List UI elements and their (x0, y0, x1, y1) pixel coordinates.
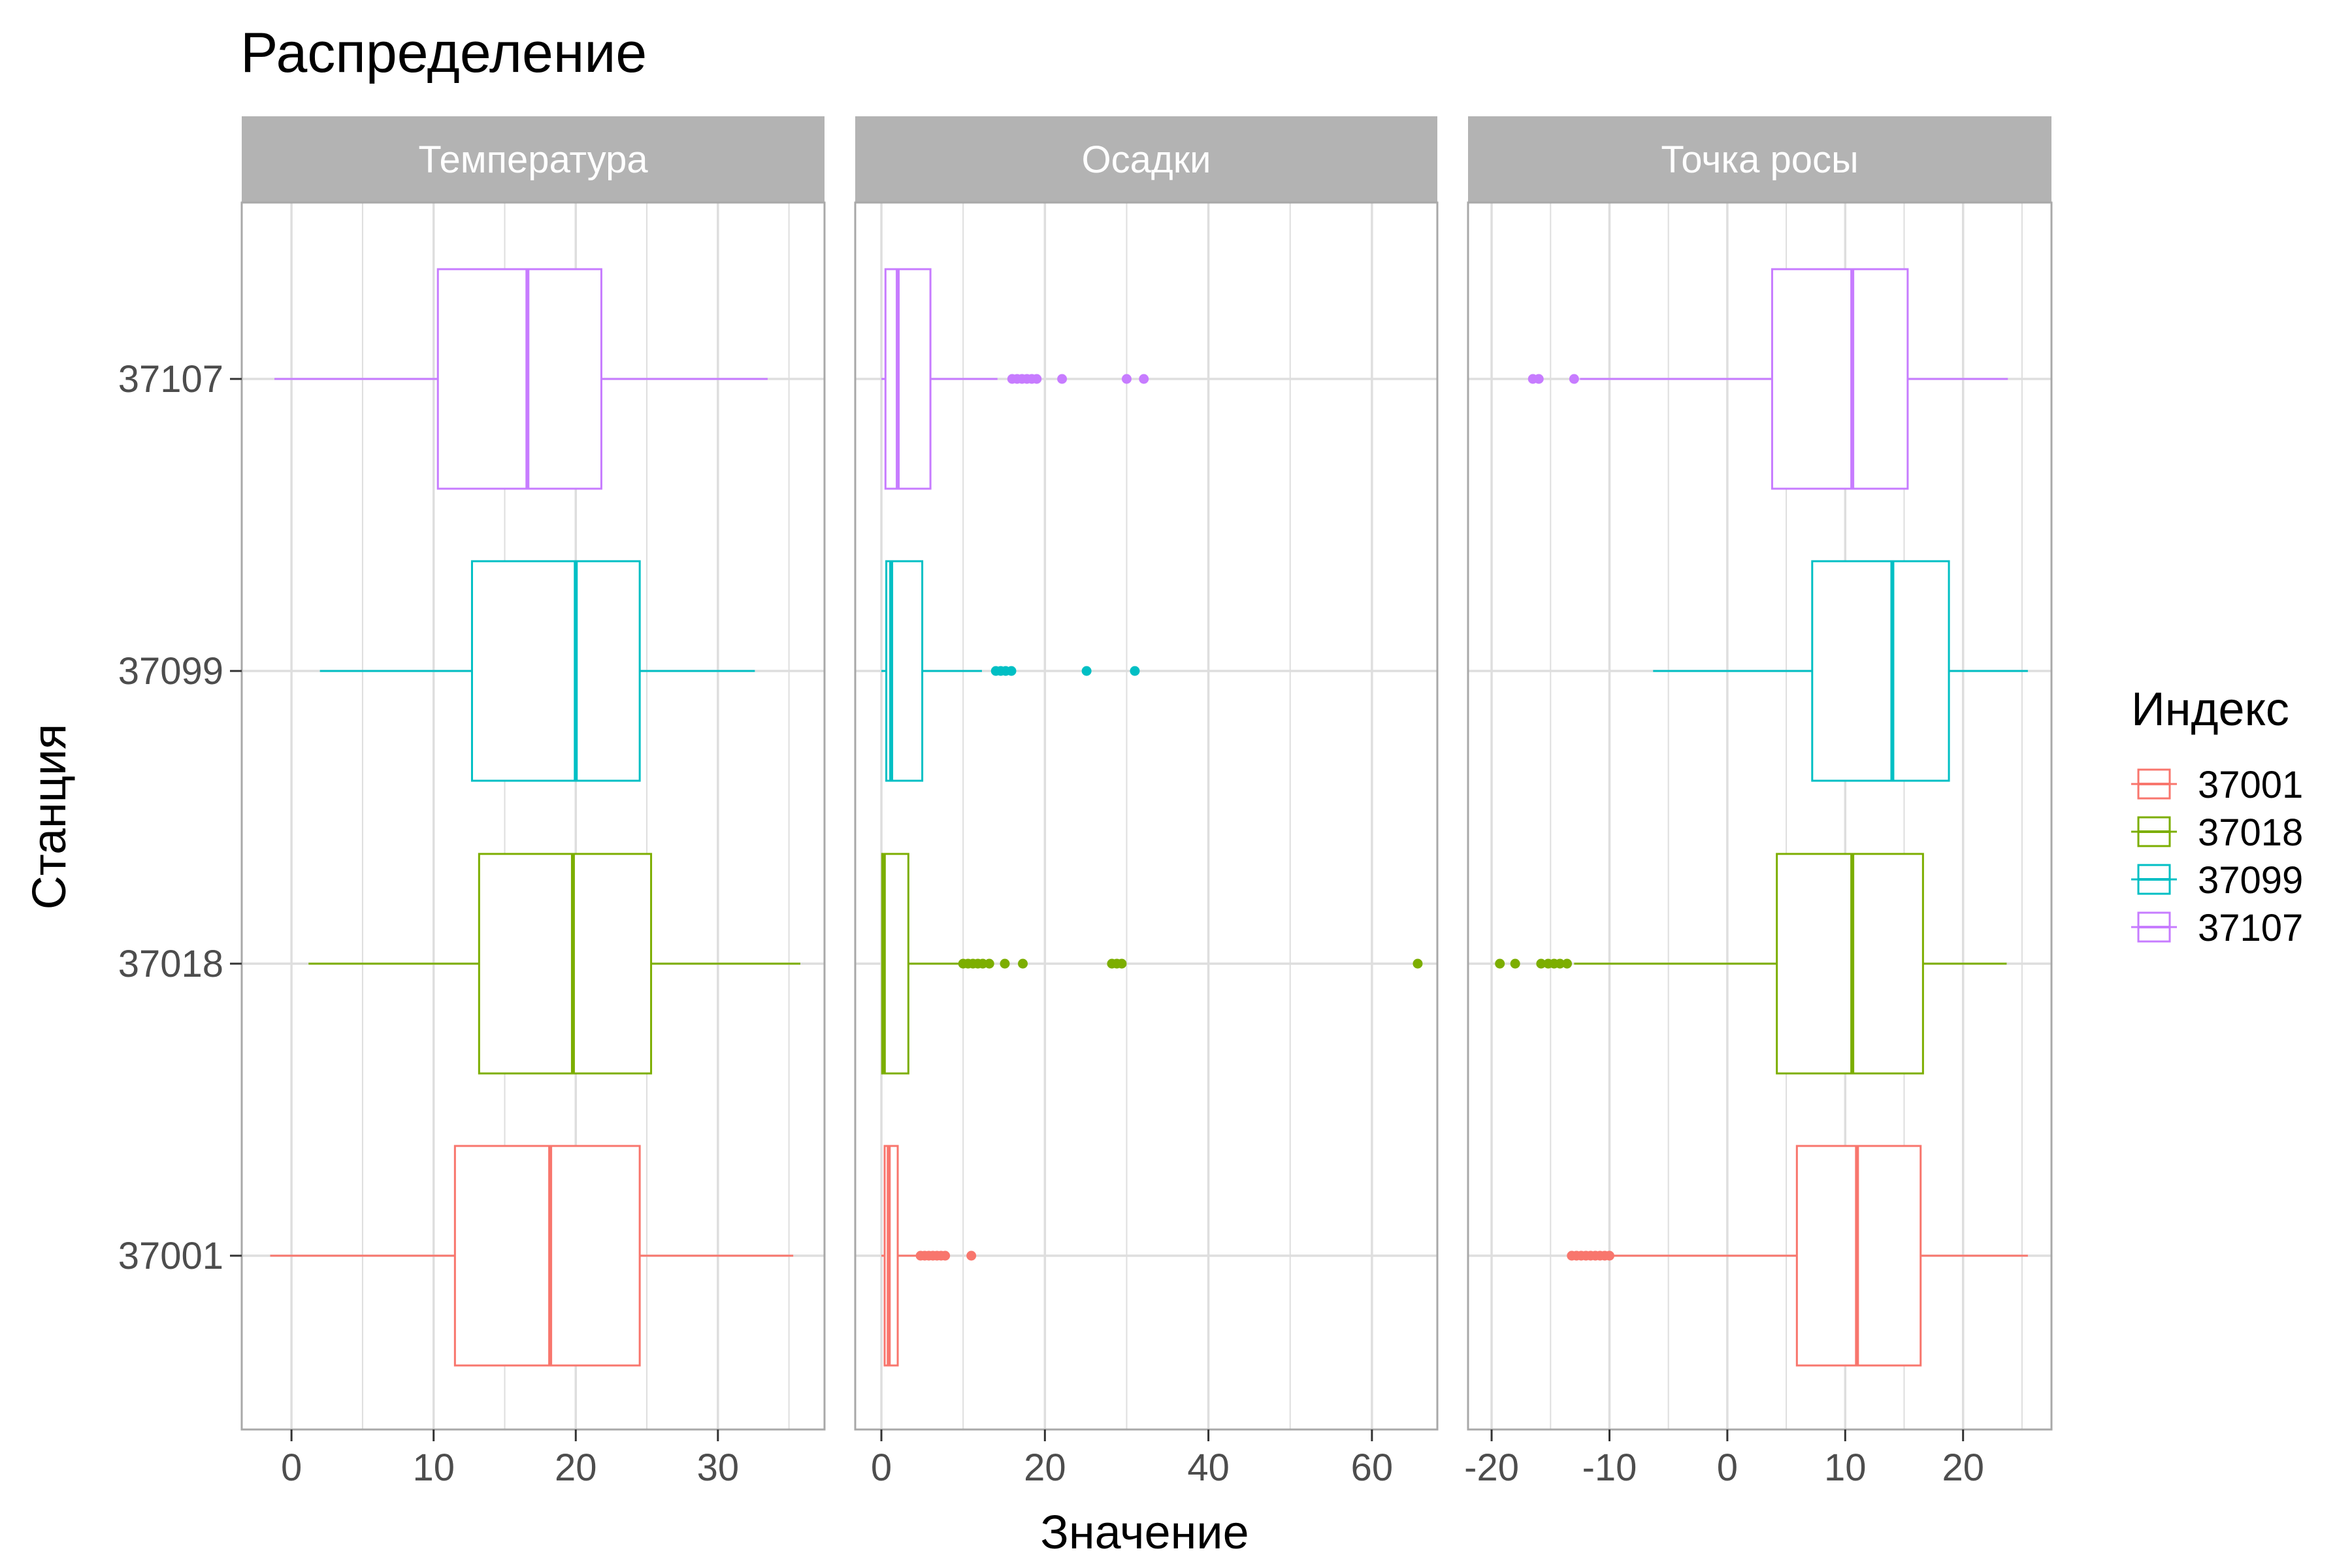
box-37001 (1567, 1145, 2028, 1367)
iqr-box (453, 1145, 641, 1367)
x-axis-title: Значение (1040, 1507, 1249, 1559)
legend-item-37001: 37001 (2131, 764, 2303, 806)
outlier-point (1121, 374, 1132, 384)
outlier-point (966, 1250, 977, 1261)
facet-panel: Температура 0 10 20 30 (240, 116, 826, 1489)
facet-strip (855, 116, 1437, 203)
y-axis: 37001 37018 37099 37107 (118, 358, 242, 1277)
facet-panel: Осадки 0 20 40 60 (854, 116, 1439, 1489)
box-37099 (881, 560, 1140, 782)
facet-strip (242, 116, 825, 203)
x-tick-label: 10 (412, 1446, 455, 1489)
legend-label: 37107 (2198, 907, 2303, 949)
x-tick-label: -20 (1464, 1446, 1519, 1489)
iqr-box (1811, 560, 1950, 782)
x-tick-label: 10 (1824, 1446, 1867, 1489)
facet-label: Осадки (1082, 139, 1211, 181)
y-tick-label: 37107 (118, 358, 223, 400)
box-37107 (881, 268, 1149, 490)
iqr-box (470, 560, 641, 782)
facet-label: Температура (418, 139, 648, 181)
outlier-point (1139, 374, 1149, 384)
legend-label: 37001 (2198, 764, 2303, 806)
chart-title: Распределение (240, 22, 647, 84)
facet-panels: Температура 0 10 20 30 Осадки 0 20 40 60 Точка рос… (240, 116, 2053, 1489)
outlier-point (1057, 374, 1068, 384)
x-tick-label: 40 (1187, 1446, 1230, 1489)
outlier-point (1536, 958, 1546, 969)
outlier-point (1000, 958, 1010, 969)
outlier-point (1130, 666, 1140, 676)
iqr-box (881, 853, 909, 1075)
facet-label: Точка росы (1661, 139, 1858, 181)
box-37001 (881, 1145, 977, 1367)
box-37107 (1527, 268, 2008, 490)
x-tick-label: 0 (281, 1446, 302, 1489)
box-37099 (1653, 560, 2028, 782)
legend-label: 37018 (2198, 811, 2303, 854)
box-37099 (319, 560, 755, 782)
panel-border (240, 201, 826, 1431)
legend-item-37099: 37099 (2131, 859, 2303, 902)
x-tick-label: 30 (697, 1446, 740, 1489)
outlier-point (1533, 374, 1544, 384)
x-tick-label: -10 (1582, 1446, 1637, 1489)
outlier-point (1510, 958, 1520, 969)
y-tick-label: 37018 (118, 943, 223, 985)
outlier-point (1569, 374, 1579, 384)
facet-panel: Точка росы -20 -10 0 10 20 (1464, 116, 2053, 1489)
iqr-box (1776, 853, 1924, 1075)
outlier-point (984, 958, 994, 969)
panel-border (1467, 201, 2053, 1431)
outlier-point (1413, 958, 1423, 969)
outlier-point (1604, 1250, 1614, 1261)
legend-item-37107: 37107 (2131, 907, 2303, 949)
panel-border (854, 201, 1439, 1431)
x-tick-label: 0 (871, 1446, 892, 1489)
x-tick-label: 20 (555, 1446, 597, 1489)
iqr-box (436, 268, 602, 490)
x-tick-label: 20 (1024, 1446, 1066, 1489)
box-37107 (274, 268, 768, 490)
box-37018 (308, 853, 801, 1075)
box-37018 (881, 853, 1423, 1075)
x-tick-label: 20 (1942, 1446, 1984, 1489)
outlier-point (1562, 958, 1573, 969)
outlier-point (1495, 958, 1505, 969)
legend-title: Индекс (2131, 683, 2289, 736)
y-tick-label: 37001 (118, 1235, 223, 1277)
x-tick-label: 0 (1717, 1446, 1738, 1489)
x-tick-label: 60 (1351, 1446, 1394, 1489)
outlier-point (1081, 666, 1092, 676)
y-axis-title: Станция (24, 724, 76, 909)
legend-item-37018: 37018 (2131, 811, 2303, 854)
iqr-box (884, 268, 932, 490)
box-37001 (270, 1145, 794, 1367)
y-tick-label: 37099 (118, 650, 223, 693)
facet-strip (1468, 116, 2051, 203)
legend-items: 37001 37018 37099 37107 (2131, 764, 2303, 949)
iqr-box (1771, 268, 1909, 490)
outlier-point (1006, 666, 1017, 676)
outlier-point (1032, 374, 1042, 384)
iqr-box (883, 1145, 899, 1367)
legend: Индекс 37001 37018 37099 37107 (2131, 683, 2303, 949)
outlier-point (1117, 958, 1127, 969)
legend-label: 37099 (2198, 859, 2303, 902)
outlier-point (1018, 958, 1028, 969)
box-37018 (1495, 853, 2007, 1075)
iqr-box (478, 853, 653, 1075)
outlier-point (1555, 958, 1565, 969)
outlier-point (940, 1250, 951, 1261)
